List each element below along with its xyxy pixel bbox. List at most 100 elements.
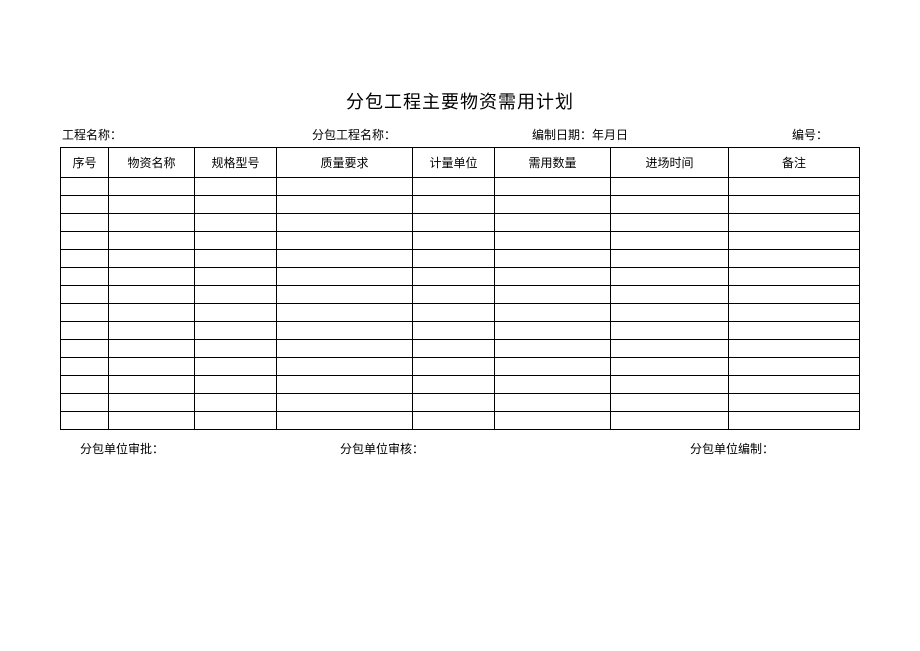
table-cell xyxy=(495,304,611,322)
footer-row: 分包单位审批： 分包单位审核： 分包单位编制： xyxy=(60,440,860,457)
table-cell xyxy=(61,286,109,304)
table-cell xyxy=(729,322,860,340)
table-cell xyxy=(195,304,277,322)
table-cell xyxy=(611,340,729,358)
compile-label: 分包单位编制： xyxy=(690,440,840,457)
table-cell xyxy=(413,322,495,340)
table-cell xyxy=(611,268,729,286)
table-cell xyxy=(413,178,495,196)
table-cell xyxy=(195,232,277,250)
table-cell xyxy=(195,322,277,340)
table-cell xyxy=(195,376,277,394)
date-label: 编制日期：年月日 xyxy=(532,126,762,143)
table-cell xyxy=(413,232,495,250)
table-cell xyxy=(413,376,495,394)
table-cell xyxy=(277,250,413,268)
table-cell xyxy=(611,412,729,430)
table-row xyxy=(61,340,860,358)
table-cell xyxy=(61,322,109,340)
table-cell xyxy=(61,358,109,376)
table-cell xyxy=(729,232,860,250)
table-cell xyxy=(729,196,860,214)
col-header-quality: 质量要求 xyxy=(277,148,413,178)
number-label: 编号： xyxy=(762,126,858,143)
table-cell xyxy=(729,340,860,358)
table-row xyxy=(61,322,860,340)
table-cell xyxy=(195,358,277,376)
project-name-label: 工程名称： xyxy=(62,126,312,143)
table-cell xyxy=(495,250,611,268)
table-cell xyxy=(495,232,611,250)
col-header-spec: 规格型号 xyxy=(195,148,277,178)
table-cell xyxy=(277,214,413,232)
table-row xyxy=(61,232,860,250)
table-cell xyxy=(61,412,109,430)
table-row xyxy=(61,196,860,214)
table-cell xyxy=(61,232,109,250)
table-cell xyxy=(729,376,860,394)
table-cell xyxy=(109,394,195,412)
table-cell xyxy=(729,304,860,322)
table-cell xyxy=(413,304,495,322)
table-row xyxy=(61,412,860,430)
approval-label: 分包单位审批： xyxy=(80,440,340,457)
table-cell xyxy=(495,214,611,232)
table-cell xyxy=(611,214,729,232)
table-cell xyxy=(195,412,277,430)
table-cell xyxy=(195,178,277,196)
table-cell xyxy=(611,358,729,376)
table-cell xyxy=(495,268,611,286)
table-cell xyxy=(729,268,860,286)
table-cell xyxy=(61,376,109,394)
table-cell xyxy=(195,340,277,358)
table-cell xyxy=(277,412,413,430)
table-cell xyxy=(729,358,860,376)
table-cell xyxy=(277,268,413,286)
table-cell xyxy=(277,232,413,250)
table-header-row: 序号 物资名称 规格型号 质量要求 计量单位 需用数量 进场时间 备注 xyxy=(61,148,860,178)
table-cell xyxy=(413,412,495,430)
table-cell xyxy=(495,394,611,412)
table-row xyxy=(61,268,860,286)
table-cell xyxy=(61,340,109,358)
table-cell xyxy=(413,214,495,232)
table-cell xyxy=(413,358,495,376)
table-row xyxy=(61,178,860,196)
table-cell xyxy=(413,250,495,268)
table-cell xyxy=(277,286,413,304)
table-cell xyxy=(195,250,277,268)
table-cell xyxy=(611,178,729,196)
table-cell xyxy=(495,412,611,430)
table-row xyxy=(61,214,860,232)
table-cell xyxy=(729,412,860,430)
col-header-arrival-time: 进场时间 xyxy=(611,148,729,178)
sub-project-name-label: 分包工程名称： xyxy=(312,126,532,143)
col-header-index: 序号 xyxy=(61,148,109,178)
table-cell xyxy=(61,196,109,214)
table-cell xyxy=(277,394,413,412)
table-cell xyxy=(61,178,109,196)
info-row: 工程名称： 分包工程名称： 编制日期：年月日 编号： xyxy=(60,126,860,143)
table-cell xyxy=(61,268,109,286)
table-cell xyxy=(277,304,413,322)
table-cell xyxy=(729,394,860,412)
table-cell xyxy=(109,322,195,340)
table-cell xyxy=(109,340,195,358)
table-cell xyxy=(495,340,611,358)
table-cell xyxy=(61,250,109,268)
materials-table: 序号 物资名称 规格型号 质量要求 计量单位 需用数量 进场时间 备注 xyxy=(60,147,860,430)
table-cell xyxy=(109,178,195,196)
table-row xyxy=(61,286,860,304)
table-cell xyxy=(195,268,277,286)
table-cell xyxy=(277,340,413,358)
table-cell xyxy=(413,268,495,286)
table-cell xyxy=(109,232,195,250)
table-cell xyxy=(611,322,729,340)
table-cell xyxy=(413,340,495,358)
table-cell xyxy=(611,250,729,268)
table-row xyxy=(61,358,860,376)
table-cell xyxy=(195,394,277,412)
table-cell xyxy=(277,358,413,376)
table-cell xyxy=(611,394,729,412)
table-cell xyxy=(729,286,860,304)
